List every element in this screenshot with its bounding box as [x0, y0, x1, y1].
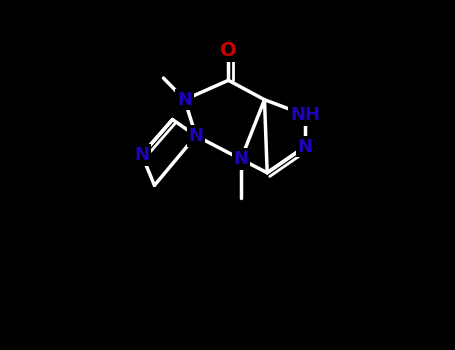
Text: N: N: [177, 91, 192, 109]
Text: NH: NH: [290, 106, 320, 124]
Text: N: N: [298, 138, 313, 156]
Text: O: O: [220, 41, 237, 60]
Text: O: O: [220, 41, 237, 60]
Text: N: N: [134, 146, 149, 164]
Text: NH: NH: [290, 106, 320, 124]
Text: N: N: [233, 150, 248, 168]
Text: N: N: [188, 127, 203, 145]
Text: N: N: [233, 150, 248, 168]
Text: N: N: [134, 146, 149, 164]
Text: N: N: [188, 127, 203, 145]
Text: N: N: [298, 138, 313, 156]
Text: N: N: [177, 91, 192, 109]
